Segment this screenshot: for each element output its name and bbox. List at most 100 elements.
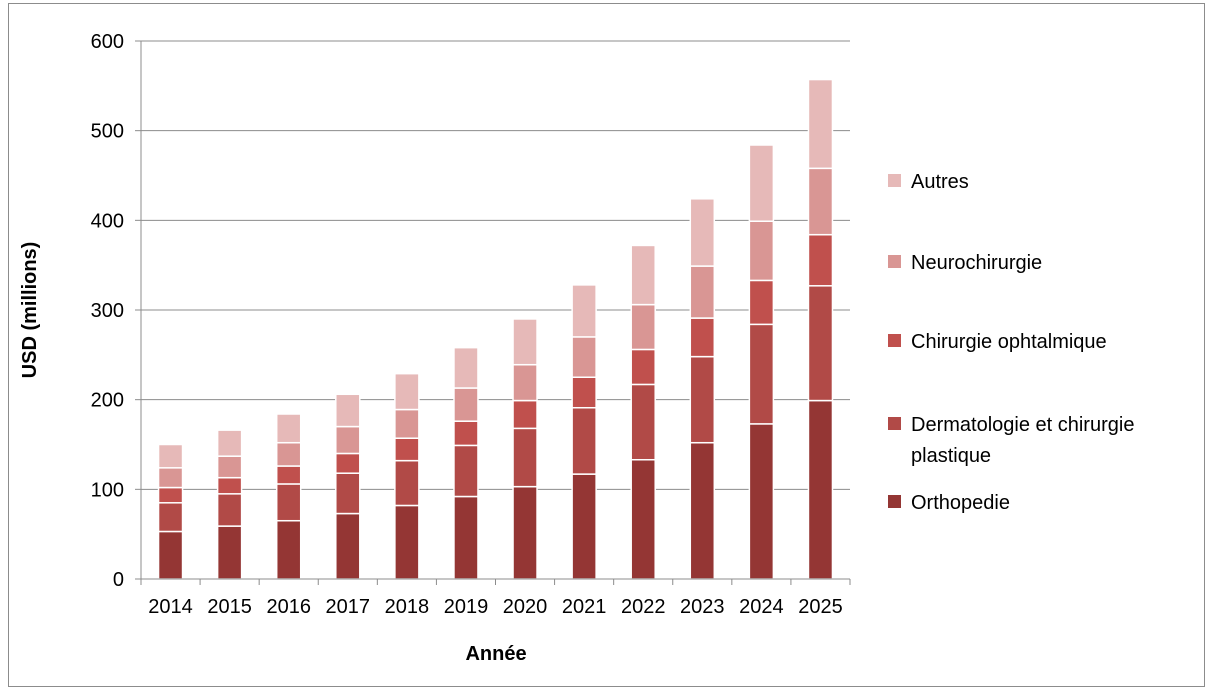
bar-segment-dermatologie-et-chirurgie-plastique-2025 bbox=[807, 285, 834, 402]
bar-segment-autres-2024 bbox=[748, 144, 775, 222]
bar-segment-dermatologie-et-chirurgie-plastique-2020 bbox=[512, 427, 538, 488]
legend-swatch-orthopedie bbox=[888, 495, 901, 508]
bar-segment-dermatologie-et-chirurgie-plastique-2021 bbox=[571, 406, 597, 475]
bar-segment-autres-2015 bbox=[216, 429, 243, 457]
y-tick-label: 500 bbox=[91, 121, 124, 143]
bar-segment-autres-2025 bbox=[807, 78, 834, 170]
bar-segment-autres-2020 bbox=[512, 318, 538, 366]
bar-segment-dermatologie-et-chirurgie-plastique-2024 bbox=[748, 323, 775, 425]
legend-label: Orthopedie bbox=[911, 492, 1010, 514]
y-tick-label: 200 bbox=[91, 390, 124, 412]
bar-segment-dermatologie-et-chirurgie-plastique-2016 bbox=[275, 483, 302, 522]
x-tick-label: 2023 bbox=[680, 596, 725, 618]
bar-segment-neurochirurgie-2024 bbox=[748, 220, 775, 282]
bar-segment-dermatologie-et-chirurgie-plastique-2022 bbox=[630, 383, 656, 461]
bar-segment-neurochirurgie-2017 bbox=[335, 425, 361, 455]
x-tick-label: 2017 bbox=[326, 596, 371, 618]
gridlines bbox=[141, 40, 850, 490]
bar-segment-dermatologie-et-chirurgie-plastique-2023 bbox=[689, 355, 716, 444]
bar-segment-chirurgie-ophtalmique-2023 bbox=[689, 317, 716, 358]
bar-segment-autres-2019 bbox=[453, 346, 479, 389]
bar-segment-neurochirurgie-2022 bbox=[630, 303, 656, 351]
bar-segment-neurochirurgie-2019 bbox=[453, 387, 479, 422]
bar-segment-dermatologie-et-chirurgie-plastique-2015 bbox=[216, 493, 243, 527]
bar-segment-chirurgie-ophtalmique-2019 bbox=[453, 420, 479, 447]
bar-segment-neurochirurgie-2023 bbox=[689, 265, 716, 319]
legend-label: Dermatologie et chirurgie bbox=[911, 414, 1134, 436]
legend: Autres Neurochirurgie Chirurgie ophtalmiqu… bbox=[888, 171, 1134, 514]
legend-swatch-dermatologie-et-chirurgie-plastique bbox=[888, 417, 901, 430]
bar-segment-autres-2023 bbox=[689, 198, 716, 267]
bar-segment-orthopedie-2017 bbox=[335, 512, 361, 580]
bar-segment-autres-2017 bbox=[335, 393, 361, 428]
bar-segment-neurochirurgie-2025 bbox=[807, 167, 834, 236]
bar-segment-autres-2022 bbox=[630, 244, 656, 306]
bar-segment-chirurgie-ophtalmique-2015 bbox=[216, 476, 243, 495]
bar-segment-autres-2021 bbox=[571, 284, 597, 338]
bar-segment-chirurgie-ophtalmique-2020 bbox=[512, 399, 538, 430]
x-tick-label: 2014 bbox=[148, 596, 193, 618]
chart-frame bbox=[8, 3, 1205, 687]
bar-segment-dermatologie-et-chirurgie-plastique-2017 bbox=[335, 472, 361, 515]
bar-segment-neurochirurgie-2015 bbox=[216, 455, 243, 479]
axes bbox=[135, 40, 851, 585]
bar-segment-orthopedie-2019 bbox=[453, 495, 479, 580]
x-tick-label: 2018 bbox=[385, 596, 430, 618]
bar-segment-orthopedie-2020 bbox=[512, 485, 538, 580]
bar-segment-chirurgie-ophtalmique-2022 bbox=[630, 348, 656, 386]
legend-swatch-autres bbox=[888, 174, 901, 187]
bar-segment-dermatologie-et-chirurgie-plastique-2019 bbox=[453, 444, 479, 498]
bar-segment-neurochirurgie-2020 bbox=[512, 363, 538, 402]
bar-segment-orthopedie-2021 bbox=[571, 473, 597, 580]
x-axis-title: Année bbox=[465, 643, 526, 665]
bar-segment-orthopedie-2016 bbox=[275, 519, 302, 580]
legend-swatch-chirurgie-ophtalmique bbox=[888, 334, 901, 347]
bar-segment-neurochirurgie-2016 bbox=[275, 441, 302, 467]
bar-segment-dermatologie-et-chirurgie-plastique-2014 bbox=[157, 502, 184, 533]
legend-label: Neurochirurgie bbox=[911, 252, 1042, 274]
bar-segment-chirurgie-ophtalmique-2024 bbox=[748, 279, 775, 326]
y-tick-label: 300 bbox=[91, 300, 124, 322]
bar-segment-orthopedie-2018 bbox=[394, 504, 420, 580]
bar-segment-chirurgie-ophtalmique-2018 bbox=[394, 437, 420, 462]
bar-segment-orthopedie-2025 bbox=[807, 399, 834, 580]
x-tick-label: 2024 bbox=[739, 596, 784, 618]
x-tick-label: 2021 bbox=[562, 596, 607, 618]
y-tick-label: 400 bbox=[91, 210, 124, 232]
x-tick-label: 2019 bbox=[444, 596, 489, 618]
bar-segment-chirurgie-ophtalmique-2016 bbox=[275, 465, 302, 485]
bar-segment-neurochirurgie-2014 bbox=[157, 467, 184, 489]
bar-segment-orthopedie-2015 bbox=[216, 525, 243, 580]
y-tick-label: 100 bbox=[91, 479, 124, 501]
bar-segment-orthopedie-2024 bbox=[748, 423, 775, 580]
bar-segment-chirurgie-ophtalmique-2021 bbox=[571, 376, 597, 409]
legend-swatch-neurochirurgie bbox=[888, 255, 901, 268]
legend-label: Autres bbox=[911, 171, 969, 193]
bars-group bbox=[157, 78, 834, 580]
bar-segment-chirurgie-ophtalmique-2014 bbox=[157, 486, 184, 504]
x-tick-label: 2025 bbox=[798, 596, 843, 618]
legend-label: plastique bbox=[911, 445, 991, 467]
bar-segment-orthopedie-2022 bbox=[630, 458, 656, 580]
y-axis-title: USD (millions) bbox=[19, 242, 41, 379]
x-tick-label: 2020 bbox=[503, 596, 548, 618]
bar-segment-autres-2016 bbox=[275, 413, 302, 444]
legend-label: Chirurgie ophtalmique bbox=[911, 331, 1107, 353]
y-tick-labels: 0 100 200 300 400 500 600 bbox=[91, 31, 124, 591]
x-tick-label: 2015 bbox=[207, 596, 252, 618]
y-tick-label: 600 bbox=[91, 31, 124, 53]
bar-segment-autres-2018 bbox=[394, 372, 420, 411]
bar-segment-chirurgie-ophtalmique-2017 bbox=[335, 452, 361, 474]
bar-segment-orthopedie-2023 bbox=[689, 441, 716, 580]
x-tick-labels: 2014 2015 2016 2017 2018 2019 2020 2021 2022 2023… bbox=[148, 596, 842, 618]
x-tick-label: 2016 bbox=[266, 596, 311, 618]
x-tick-label: 2022 bbox=[621, 596, 666, 618]
bar-segment-orthopedie-2014 bbox=[157, 530, 184, 580]
y-tick-label: 0 bbox=[113, 569, 124, 591]
bar-segment-chirurgie-ophtalmique-2025 bbox=[807, 233, 834, 287]
bar-segment-autres-2014 bbox=[157, 443, 184, 469]
bar-segment-neurochirurgie-2021 bbox=[571, 336, 597, 378]
bar-segment-dermatologie-et-chirurgie-plastique-2018 bbox=[394, 459, 420, 507]
bar-segment-neurochirurgie-2018 bbox=[394, 408, 420, 439]
